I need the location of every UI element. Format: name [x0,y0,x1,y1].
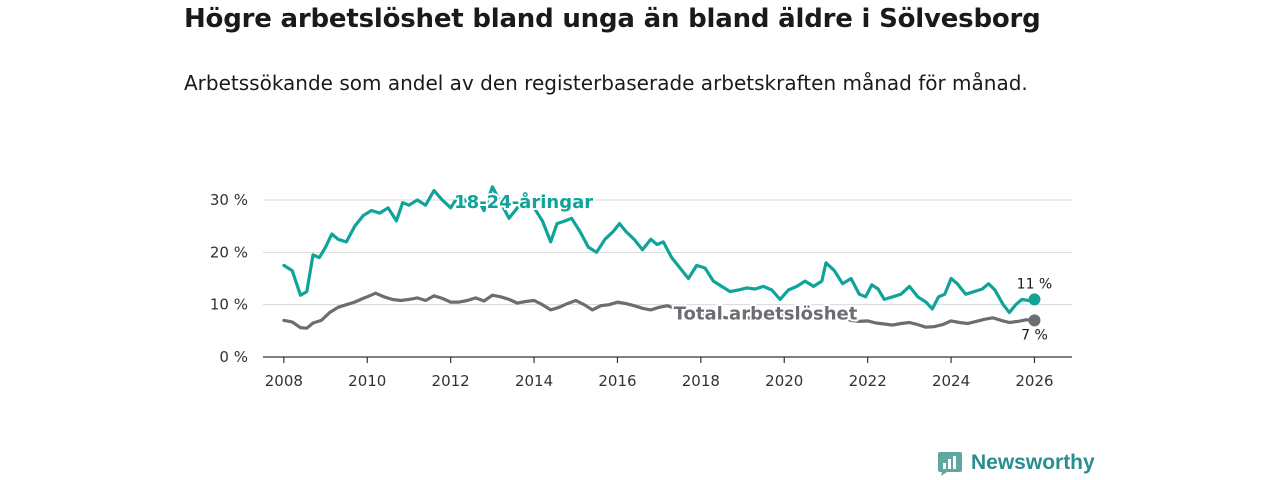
y-tick-label: 30 % [210,191,248,209]
brand: Newsworthy [937,449,1095,477]
series-line-total [282,291,1037,330]
series-labels: 18-24-åringar Total arbetslöshet [452,189,860,326]
x-tick-label: 2012 [432,372,470,390]
x-tick-label: 2022 [849,372,887,390]
x-tick-label: 2026 [1015,372,1053,390]
y-axis-tick-labels: 0 % 10 % 20 % 30 % [210,191,248,366]
series-line-youth [282,185,1037,315]
series-lines [282,185,1037,330]
end-value-label: 11 % [1017,276,1053,292]
series-end-points: 11 % 7 % [1017,276,1053,343]
chart-title: Högre arbetslöshet bland unga än bland ä… [184,4,1041,34]
y-tick-label: 20 % [210,243,248,261]
line-chart: 0 % 10 % 20 % 30 % 2008 2010 2012 2014 2016 2018… [210,185,1072,390]
end-point-youth [1028,293,1041,306]
x-tick-label: 2020 [765,372,803,390]
x-tick-label: 2008 [265,372,303,390]
series-label-youth: 18-24-åringar [454,191,593,213]
series-label-total: Total arbetslöshet [674,304,858,325]
x-tick-label: 2024 [932,372,970,390]
newsworthy-logo-icon [938,452,962,476]
brand-name: Newsworthy [971,451,1095,474]
end-value-label: 7 % [1021,327,1048,343]
y-tick-label: 10 % [210,296,248,314]
x-tick-label: 2016 [598,372,636,390]
x-tick-label: 2014 [515,372,553,390]
end-point-total [1028,314,1041,327]
chart-subtitle: Arbetssökande som andel av den registerb… [184,71,1028,95]
y-tick-label: 0 % [219,348,248,366]
x-tick-label: 2018 [682,372,720,390]
x-axis-tick-labels: 2008 2010 2012 2014 2016 2018 2020 2022 2024 2026 [265,357,1054,390]
x-tick-label: 2010 [348,372,386,390]
